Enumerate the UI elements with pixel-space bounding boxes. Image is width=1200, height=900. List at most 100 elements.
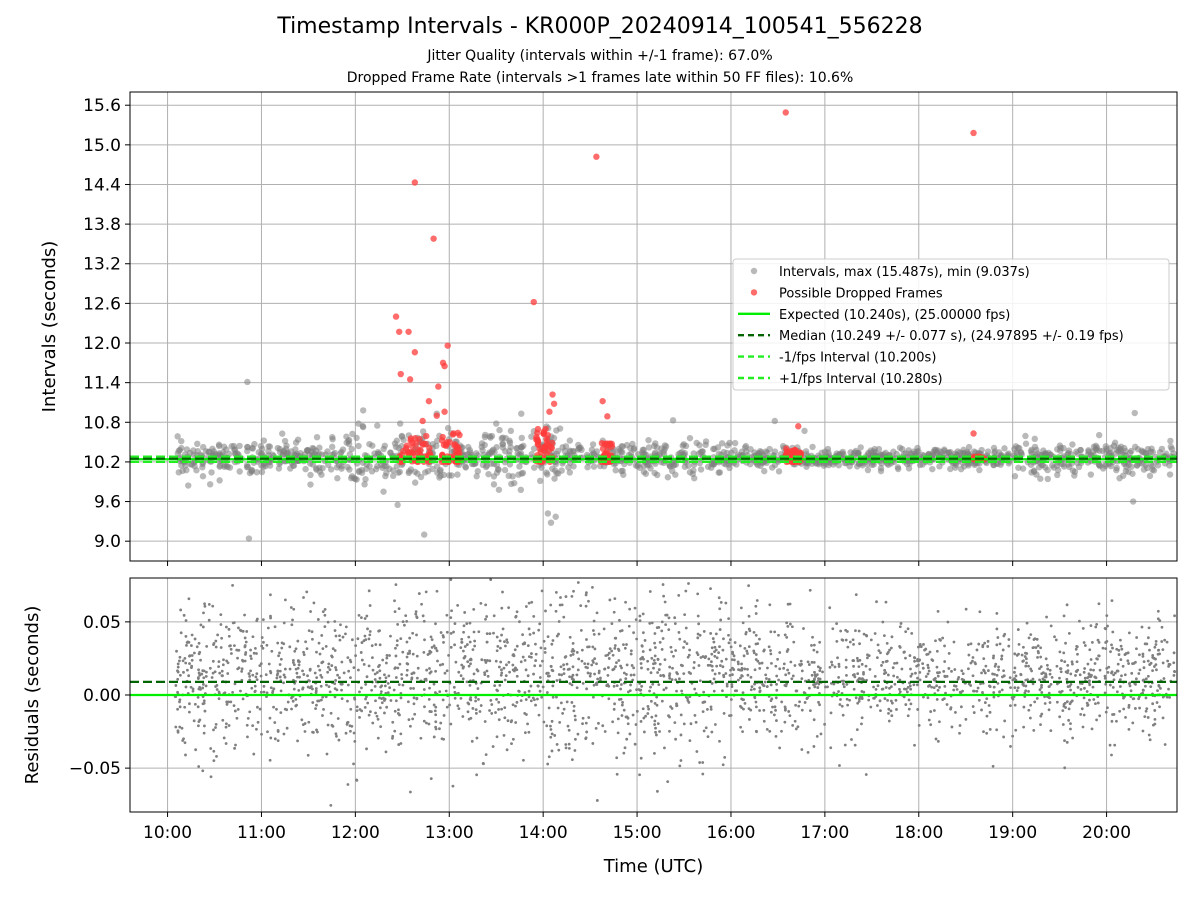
residual-point bbox=[956, 677, 960, 681]
residual-point bbox=[910, 672, 914, 676]
residual-point bbox=[611, 668, 615, 672]
residual-point bbox=[178, 655, 182, 659]
residual-point bbox=[497, 700, 501, 704]
residual-point bbox=[729, 698, 733, 701]
residual-point bbox=[1089, 624, 1093, 628]
residual-point bbox=[424, 590, 428, 594]
residual-point bbox=[1009, 745, 1012, 748]
residual-point bbox=[189, 644, 193, 647]
residual-point bbox=[349, 660, 353, 664]
residual-point bbox=[673, 622, 677, 626]
residual-point bbox=[769, 630, 773, 634]
residual-point bbox=[186, 668, 189, 672]
residual-point bbox=[935, 684, 939, 688]
residual-point bbox=[383, 711, 386, 715]
residual-point bbox=[972, 689, 975, 693]
residual-point bbox=[445, 630, 449, 634]
residual-point bbox=[555, 743, 559, 746]
interval-point bbox=[199, 464, 206, 471]
residual-point bbox=[1009, 704, 1012, 708]
residual-point bbox=[344, 625, 348, 629]
residual-point bbox=[278, 669, 282, 673]
residual-point bbox=[549, 735, 553, 739]
interval-point bbox=[433, 442, 440, 450]
residual-point bbox=[844, 638, 848, 642]
residual-point bbox=[1021, 682, 1025, 686]
residual-point bbox=[979, 682, 982, 686]
residual-point bbox=[397, 683, 401, 687]
residual-point bbox=[828, 606, 832, 610]
residual-point bbox=[489, 578, 493, 582]
interval-point bbox=[350, 475, 358, 482]
residual-point bbox=[784, 673, 788, 677]
residual-point bbox=[349, 676, 352, 680]
residual-point bbox=[1143, 715, 1147, 719]
residual-point bbox=[518, 620, 521, 624]
residual-point bbox=[687, 700, 691, 704]
interval-point bbox=[507, 443, 514, 451]
residual-point bbox=[724, 672, 728, 675]
residual-point bbox=[537, 628, 541, 632]
residual-point bbox=[490, 703, 494, 706]
residual-point bbox=[542, 720, 546, 724]
residual-point bbox=[461, 677, 465, 681]
residual-point bbox=[468, 640, 472, 644]
residual-point bbox=[1028, 716, 1032, 720]
residual-point bbox=[415, 696, 419, 700]
residual-point bbox=[713, 650, 716, 654]
residual-point bbox=[283, 707, 287, 711]
residual-point bbox=[858, 676, 861, 680]
residual-point bbox=[545, 691, 549, 694]
residual-point bbox=[341, 635, 345, 639]
residual-point bbox=[366, 627, 369, 631]
residual-point bbox=[685, 642, 689, 646]
residual-point bbox=[586, 645, 589, 649]
interval-point bbox=[389, 472, 397, 480]
residual-point bbox=[747, 614, 751, 618]
residual-point bbox=[477, 698, 480, 701]
residual-point bbox=[503, 678, 507, 682]
residual-point bbox=[1110, 599, 1114, 603]
residual-point bbox=[405, 620, 409, 623]
residual-point bbox=[184, 685, 188, 689]
residual-point bbox=[789, 660, 793, 664]
residual-point bbox=[921, 666, 925, 670]
interval-point bbox=[482, 431, 489, 439]
interval-point bbox=[864, 466, 872, 474]
residual-point bbox=[197, 668, 200, 672]
residual-point bbox=[908, 684, 912, 688]
residual-point bbox=[1066, 663, 1070, 667]
residual-point bbox=[839, 629, 843, 633]
residual-point bbox=[936, 674, 940, 678]
interval-point bbox=[801, 427, 808, 435]
residual-point bbox=[485, 632, 489, 636]
interval-point bbox=[1133, 462, 1141, 469]
residual-point bbox=[622, 751, 626, 755]
residual-point bbox=[730, 683, 734, 686]
residual-point bbox=[469, 662, 472, 666]
residual-point bbox=[746, 667, 749, 671]
residual-point bbox=[253, 689, 257, 693]
residual-point bbox=[788, 602, 792, 606]
residual-point bbox=[259, 662, 263, 666]
interval-point bbox=[702, 438, 710, 445]
residual-point bbox=[727, 633, 730, 637]
residual-point bbox=[337, 738, 341, 742]
residual-point bbox=[1044, 675, 1048, 679]
residual-point bbox=[1000, 657, 1004, 661]
residual-point bbox=[742, 654, 746, 658]
residual-point bbox=[326, 620, 330, 624]
residual-point bbox=[853, 743, 857, 747]
residual-point bbox=[1027, 664, 1030, 668]
residual-point bbox=[697, 664, 701, 667]
residual-point bbox=[360, 686, 363, 690]
residual-point bbox=[1014, 728, 1018, 732]
residual-point bbox=[203, 724, 206, 728]
residual-point bbox=[353, 697, 357, 701]
residual-point bbox=[477, 630, 481, 634]
residual-point bbox=[1090, 640, 1094, 644]
residual-point bbox=[1161, 716, 1165, 720]
interval-point bbox=[393, 463, 401, 470]
residual-point bbox=[1161, 661, 1165, 665]
residual-point bbox=[1047, 685, 1051, 688]
